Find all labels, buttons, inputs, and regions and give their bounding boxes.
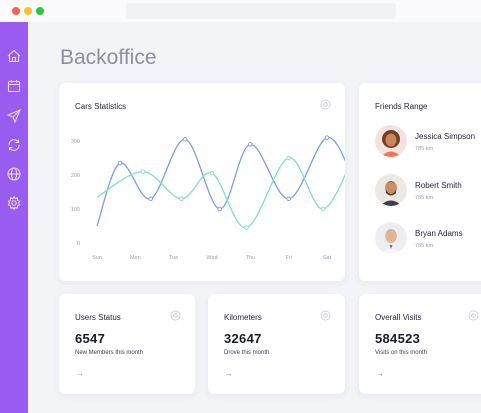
address-bar[interactable] bbox=[126, 3, 396, 19]
friend-item[interactable]: Bryan Adams 785 km bbox=[375, 222, 481, 258]
settings-icon[interactable] bbox=[320, 99, 331, 110]
globe-icon[interactable] bbox=[6, 166, 22, 182]
data-point bbox=[244, 225, 249, 230]
kilometers-card: Kilometers 32647 Drove this month → bbox=[208, 294, 345, 394]
data-point bbox=[140, 169, 146, 174]
stat-value: 584523 bbox=[375, 331, 421, 346]
series-line bbox=[96, 136, 345, 227]
data-point bbox=[217, 206, 222, 212]
x-tick-label: Tue bbox=[169, 255, 178, 261]
x-tick-label: Fri bbox=[285, 255, 291, 261]
arrow-right-icon[interactable]: → bbox=[75, 368, 84, 378]
stat-subtitle: New Members this month bbox=[75, 350, 144, 356]
data-point bbox=[182, 137, 188, 142]
settings-icon[interactable] bbox=[320, 310, 331, 321]
card-title: Users Status bbox=[75, 313, 121, 322]
friend-name: Robert Smith bbox=[415, 181, 462, 190]
friend-name: Jessica Simpson bbox=[415, 132, 476, 141]
x-tick-label: Wed bbox=[206, 255, 217, 261]
friends-range-card: Friends Range Jessica Simpson 785 km Rob… bbox=[359, 83, 481, 281]
card-title: Kilometers bbox=[224, 313, 262, 322]
cars-statistics-chart: 0 100 200 300 Sun Mon Tue Wed Thu Fri Sat bbox=[71, 135, 345, 261]
data-point bbox=[248, 142, 253, 147]
arrow-right-icon[interactable]: → bbox=[375, 368, 384, 378]
stat-value: 6547 bbox=[75, 331, 106, 346]
friend-item[interactable]: Robert Smith 785 km bbox=[375, 174, 481, 210]
stat-value: 32647 bbox=[224, 331, 262, 346]
home-icon[interactable] bbox=[6, 48, 22, 64]
arrow-right-icon[interactable]: → bbox=[224, 368, 233, 378]
friend-item[interactable]: Jessica Simpson 785 km bbox=[375, 125, 481, 161]
card-title: Overall Visits bbox=[375, 313, 422, 322]
data-point bbox=[117, 160, 123, 166]
x-tick-label: Thu bbox=[246, 255, 255, 261]
card-title: Cars Statistics bbox=[75, 102, 127, 111]
y-tick-label: 200 bbox=[71, 173, 80, 179]
minimize-window-button[interactable] bbox=[24, 7, 32, 15]
close-window-button[interactable] bbox=[12, 7, 20, 15]
window-titlebar bbox=[0, 0, 481, 22]
settings-icon[interactable] bbox=[468, 310, 479, 321]
avatar bbox=[375, 125, 407, 157]
friend-distance: 785 km bbox=[415, 146, 434, 152]
y-tick-label: 300 bbox=[71, 139, 80, 145]
stat-subtitle: Visits on this month bbox=[375, 350, 427, 356]
overall-visits-card: Overall Visits 584523 Visits on this mon… bbox=[359, 294, 481, 394]
friend-name: Bryan Adams bbox=[415, 229, 463, 238]
data-point bbox=[320, 206, 326, 212]
send-icon[interactable] bbox=[6, 108, 22, 124]
gear-icon[interactable] bbox=[6, 195, 22, 211]
friend-distance: 785 km bbox=[415, 243, 434, 249]
cars-statistics-card: Cars Statistics 0 100 200 300 Sun Mon Tue Wed Th… bbox=[59, 83, 345, 281]
data-point bbox=[148, 196, 153, 202]
avatar bbox=[375, 174, 407, 206]
x-tick-label: Sat bbox=[323, 255, 332, 261]
data-point bbox=[286, 155, 291, 161]
stat-subtitle: Drove this month bbox=[224, 350, 270, 356]
maximize-window-button[interactable] bbox=[36, 7, 44, 15]
avatar bbox=[375, 222, 407, 254]
sidebar bbox=[0, 22, 28, 413]
data-point bbox=[324, 135, 330, 140]
page-title: Backoffice bbox=[60, 46, 157, 69]
x-tick-label: Sun bbox=[92, 255, 102, 261]
series-line bbox=[96, 157, 345, 229]
card-title: Friends Range bbox=[375, 102, 428, 111]
friend-distance: 785 km bbox=[415, 195, 434, 201]
refresh-icon[interactable] bbox=[6, 137, 22, 153]
data-point bbox=[209, 171, 215, 176]
data-point bbox=[286, 196, 291, 202]
y-tick-label: 100 bbox=[71, 207, 80, 213]
settings-icon[interactable] bbox=[170, 310, 181, 321]
users-status-card: Users Status 6547 New Members this month… bbox=[59, 294, 195, 394]
calendar-icon[interactable] bbox=[6, 78, 22, 94]
y-tick-label: 0 bbox=[77, 241, 80, 247]
x-tick-label: Mon bbox=[130, 255, 141, 261]
data-point bbox=[179, 196, 184, 202]
